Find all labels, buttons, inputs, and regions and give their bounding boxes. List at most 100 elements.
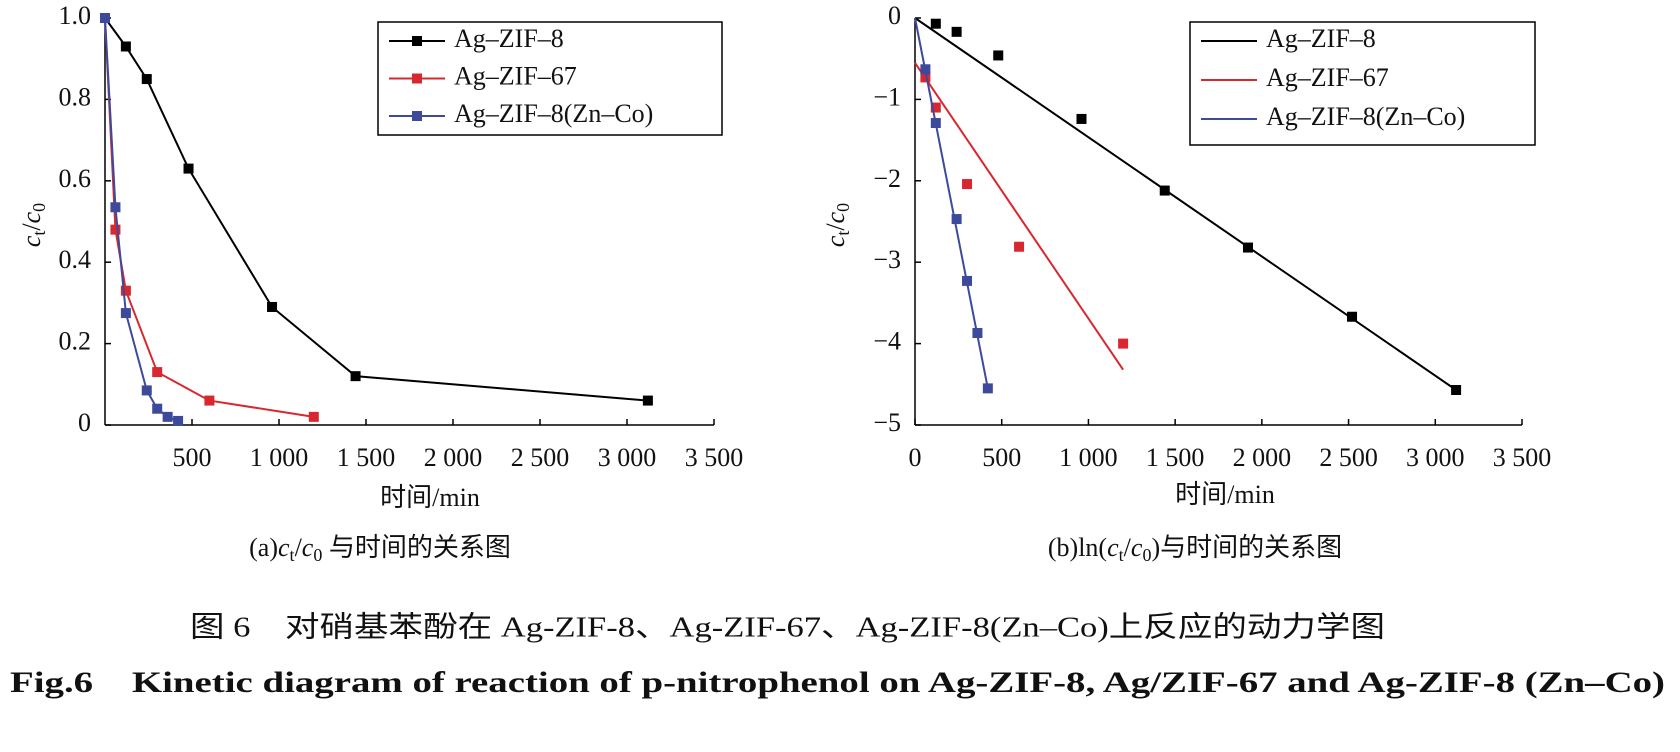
marker (173, 415, 184, 426)
legend-label: Ag–ZIF–8(Zn–Co) (454, 99, 653, 128)
x-tick-label: 3 500 (685, 443, 744, 472)
caption-part: )与时间的关系图 (1151, 533, 1342, 562)
marker (993, 50, 1004, 61)
y-tick-label: 1.0 (59, 1, 92, 30)
marker (930, 102, 941, 113)
marker (141, 385, 152, 396)
marker (267, 301, 278, 312)
figure-caption-en: Fig.6 Kinetic diagram of reaction of p-n… (10, 666, 1665, 699)
x-tick-label: 2 000 (424, 443, 483, 472)
marker (920, 64, 931, 75)
y-tick-label: 0.4 (59, 245, 92, 274)
x-tick-label: 3 000 (598, 443, 657, 472)
legend-label: Ag–ZIF–67 (454, 61, 577, 90)
y-axis-label: ct/c0 (17, 203, 49, 247)
panel-caption: (b)ln(ct/c0)与时间的关系图 (1048, 533, 1342, 565)
marker (1347, 311, 1358, 322)
y-tick-label: 0.6 (59, 164, 92, 193)
caption-part: 0 (1142, 545, 1151, 565)
caption-part: t (1119, 545, 1124, 565)
marker (1159, 185, 1170, 196)
marker (982, 383, 993, 394)
x-tick-label: 3 500 (1493, 443, 1552, 472)
caption-part: 0 (313, 545, 322, 565)
x-axis-label: 时间/min (380, 483, 480, 512)
caption-part: c (278, 533, 290, 562)
y-tick-label: −2 (873, 164, 901, 193)
marker (152, 403, 163, 414)
y-tick-label: 0.8 (59, 82, 92, 111)
caption-part: c (302, 533, 314, 562)
y-label-part: t (833, 231, 853, 236)
x-tick-label: 500 (982, 443, 1021, 472)
figure-caption-zh: 图 6 对硝基苯酚在 Ag-ZIF-8、Ag-ZIF-67、Ag-ZIF-8(Z… (190, 611, 1385, 644)
legend-label: Ag–ZIF–67 (1266, 63, 1389, 92)
y-label-part: c (821, 211, 850, 223)
y-tick-label: −5 (873, 408, 901, 437)
marker (642, 395, 653, 406)
marker (1242, 242, 1253, 253)
panel-caption: (a)ct/c0 与时间的关系图 (249, 533, 511, 565)
marker (183, 163, 194, 174)
series-line (104, 17, 314, 418)
marker (120, 41, 131, 52)
legend-box (1189, 21, 1536, 146)
y-tick-label: −1 (873, 82, 901, 111)
marker (951, 26, 962, 37)
caption-part: t (290, 545, 295, 565)
y-label-part: c (17, 211, 46, 223)
x-tick-label: 2 500 (511, 443, 570, 472)
y-label-part: 0 (833, 203, 853, 212)
legend-marker (412, 73, 422, 84)
x-tick-label: 2 000 (1233, 443, 1292, 472)
marker (141, 74, 152, 85)
fit-line (914, 62, 1124, 371)
marker (120, 308, 131, 319)
y-axis-label: ct/c0 (821, 203, 853, 247)
x-tick-label: 1 000 (250, 443, 309, 472)
marker (972, 328, 983, 339)
marker (962, 275, 973, 286)
legend-marker (412, 111, 422, 121)
legend-marker (412, 36, 422, 46)
marker (100, 13, 110, 23)
marker (350, 371, 361, 382)
marker (951, 214, 962, 225)
caption-part: c (1107, 533, 1119, 562)
caption-part: / (295, 533, 303, 562)
fit-line (914, 17, 1457, 391)
marker (308, 411, 319, 422)
marker (930, 18, 941, 29)
caption-part: (a) (249, 533, 278, 562)
marker (1118, 338, 1129, 349)
marker (152, 367, 163, 378)
y-tick-label: −4 (873, 327, 901, 356)
marker (110, 202, 121, 213)
marker (120, 285, 131, 296)
x-tick-label: 0 (909, 443, 922, 472)
marker (204, 395, 215, 406)
legend-label: Ag–ZIF–8 (1266, 24, 1376, 53)
x-tick-label: 1 500 (337, 443, 396, 472)
marker (110, 224, 121, 235)
x-tick-label: 500 (173, 443, 212, 472)
y-tick-label: 0.2 (59, 327, 92, 356)
caption-part: / (1124, 533, 1132, 562)
legend-label: Ag–ZIF–8 (454, 24, 564, 53)
marker (1076, 113, 1087, 124)
legend-label: Ag–ZIF–8(Zn–Co) (1266, 102, 1465, 131)
fit-line (914, 17, 989, 389)
y-label-part: t (29, 231, 49, 236)
series-line (104, 17, 179, 422)
marker (920, 72, 931, 83)
marker (962, 179, 973, 190)
x-tick-label: 3 000 (1406, 443, 1465, 472)
y-tick-label: 0 (78, 408, 91, 437)
y-label-part: c (821, 235, 850, 247)
y-label-part: 0 (29, 203, 49, 212)
x-tick-label: 2 500 (1319, 443, 1378, 472)
y-label-part: / (821, 223, 850, 231)
y-label-part: / (17, 223, 46, 231)
marker (1451, 384, 1462, 395)
